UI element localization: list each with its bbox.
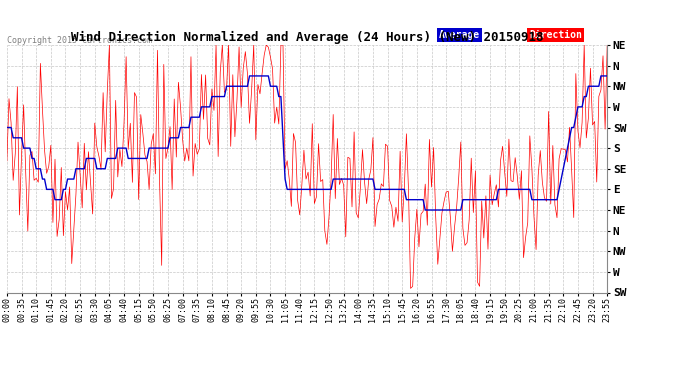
Text: Copyright 2015 Cartronics.com: Copyright 2015 Cartronics.com (7, 36, 152, 45)
Text: Average: Average (439, 30, 480, 40)
Text: Direction: Direction (529, 30, 582, 40)
Title: Wind Direction Normalized and Average (24 Hours) (New) 20150918: Wind Direction Normalized and Average (2… (71, 31, 543, 44)
